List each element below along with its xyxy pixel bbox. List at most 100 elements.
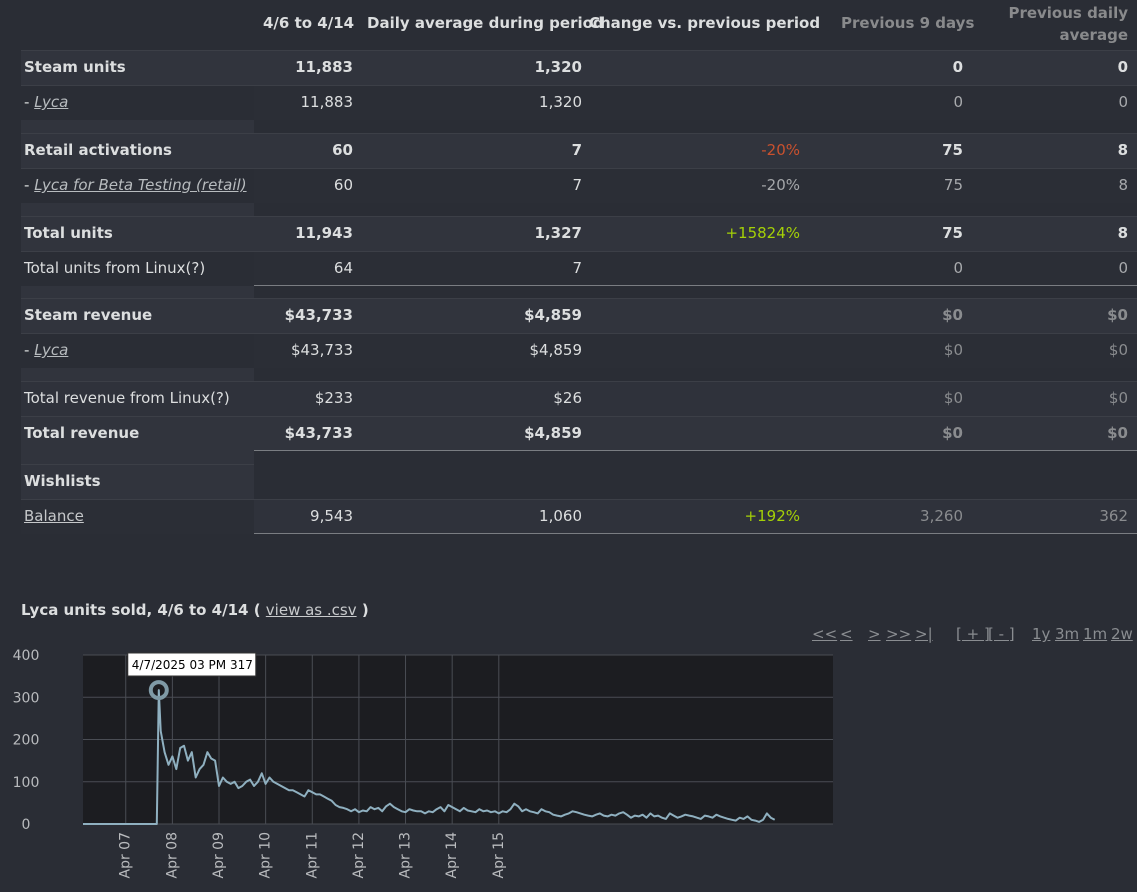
row-label: Balance <box>24 507 84 525</box>
tooltip: 4/7/2025 03 PM 317 <box>127 652 257 677</box>
chart-title-bar: Lyca units sold, 4/6 to 4/14 ( view as .… <box>21 601 369 619</box>
units-sold-chart[interactable]: 0 100 200 300 400 Apr 07 Apr 08 Apr 09 Apr 10 Apr… <box>0 640 850 892</box>
table-row-steam-revenue: Steam revenue $43,733 $4,859 $0 $0 <box>21 298 1137 333</box>
x-tick-label: Apr 08 <box>164 832 180 878</box>
nav-next-button[interactable]: > <box>868 625 881 643</box>
table-row-retail-activations: Retail activations 60 7 -20% 75 8 <box>21 133 1137 168</box>
nav-first-button[interactable]: << <box>812 625 838 643</box>
cell-period: 64 <box>333 259 353 277</box>
view-csv-link[interactable]: view as .csv <box>265 601 357 619</box>
range-3m-button[interactable]: 3m <box>1055 625 1080 643</box>
cell-daily: $4,859 <box>529 341 583 359</box>
x-tick-label: Apr 07 <box>118 832 134 878</box>
tooltip-box <box>127 652 257 677</box>
x-tick-label: Apr 14 <box>444 832 460 879</box>
col-header-change: Change vs. previous period <box>589 14 821 32</box>
x-tick-label: Apr 15 <box>491 832 507 878</box>
lyca-revenue-link[interactable]: Lyca <box>34 341 69 359</box>
cell-daily: 7 <box>572 176 582 194</box>
table-row-steam-units: Steam units 11,883 1,320 0 0 <box>21 50 1137 85</box>
row-label: Total units <box>24 224 113 242</box>
cell-daily: 1,320 <box>534 58 582 76</box>
cell-prev-daily: $0 <box>1108 341 1128 359</box>
cell-change: +192% <box>744 507 800 525</box>
nav-last-button[interactable]: >| <box>915 625 933 643</box>
cell-prev: 75 <box>942 141 963 159</box>
nav-fast-forward-button[interactable]: >> <box>886 625 912 643</box>
col-header-previous-daily-line2: average <box>1059 26 1128 44</box>
zoom-in-button[interactable]: [ + ] <box>956 625 990 643</box>
table-row-linux-revenue: Total revenue from Linux(?) $233 $26 $0 … <box>21 381 1137 416</box>
row-prefix: - <box>24 93 35 111</box>
cell-change: +15824% <box>725 224 800 242</box>
cell-period: 60 <box>332 141 353 159</box>
row-label: Total revenue from Linux(?) <box>24 389 230 407</box>
lyca-beta-link[interactable]: Lyca for Beta Testing (retail) <box>34 176 247 194</box>
sales-summary-table: 4/6 to 4/14 Daily average during period … <box>21 0 1137 534</box>
range-1y-button[interactable]: 1y <box>1032 625 1051 643</box>
cell-prev: 3,260 <box>920 507 963 525</box>
cell-prev-daily: 0 <box>1118 93 1128 111</box>
lyca-link[interactable]: Lyca <box>34 93 69 111</box>
table-row-lyca-beta: - Lyca for Beta Testing (retail) 60 7 -2… <box>21 168 1137 203</box>
cell-period: 9,543 <box>310 507 353 525</box>
x-tick-label: Apr 09 <box>211 832 227 878</box>
x-tick-label: Apr 13 <box>398 832 414 878</box>
x-tick-label: Apr 11 <box>304 832 320 878</box>
cell-prev-daily: 0 <box>1118 259 1128 277</box>
y-tick-label: 300 <box>13 690 40 706</box>
balance-link[interactable]: Balance <box>24 507 84 525</box>
cell-daily: 1,327 <box>534 224 582 242</box>
cell-daily: $4,859 <box>524 306 582 324</box>
col-header-previous-9-days: Previous 9 days <box>841 14 975 32</box>
cell-period: 11,883 <box>300 93 354 111</box>
y-tick-label: 400 <box>13 648 40 664</box>
cell-daily: 7 <box>572 259 582 277</box>
cell-period: $233 <box>314 389 353 407</box>
table-row-lyca-units: - Lyca 11,883 1,320 0 0 <box>21 85 1137 120</box>
cell-prev: 0 <box>952 58 963 76</box>
cell-daily: 1,320 <box>539 93 582 111</box>
table-row-balance: Balance 9,543 1,060 +192% 3,260 362 <box>21 499 1137 534</box>
cell-prev: 0 <box>953 93 963 111</box>
row-label: Total units from Linux(?) <box>24 259 206 277</box>
cell-prev: $0 <box>943 341 963 359</box>
series-line <box>83 689 776 825</box>
col-header-previous-daily-line1: Previous daily <box>1008 4 1128 22</box>
row-label: - Lyca <box>24 93 68 111</box>
peak-point <box>148 680 169 701</box>
row-spacer <box>21 286 1137 298</box>
y-tick-label: 100 <box>13 775 40 791</box>
cell-prev: 75 <box>943 176 963 194</box>
zoom-out-button[interactable]: [ - ] <box>988 625 1015 643</box>
nav-prev-button[interactable]: < <box>840 625 853 643</box>
cell-prev-daily: 8 <box>1117 141 1128 159</box>
cell-daily: 7 <box>571 141 582 159</box>
cell-daily: 1,060 <box>539 507 582 525</box>
paren-close: ) <box>361 601 369 619</box>
col-header-daily-average: Daily average during period <box>367 14 604 32</box>
cell-prev-daily: $0 <box>1107 306 1128 324</box>
cell-change: -20% <box>761 176 800 194</box>
range-2w-button[interactable]: 2w <box>1111 625 1133 643</box>
paren-open: ( <box>253 601 261 619</box>
chart-title: Lyca units sold, 4/6 to 4/14 <box>21 601 249 619</box>
row-label: Steam revenue <box>24 306 153 324</box>
x-tick-label: Apr 10 <box>258 832 274 878</box>
x-tick-label: Apr 12 <box>351 832 367 878</box>
cell-daily: $4,859 <box>524 424 582 442</box>
cell-period: 60 <box>333 176 353 194</box>
range-1m-button[interactable]: 1m <box>1083 625 1108 643</box>
cell-prev-daily: 362 <box>1099 507 1128 525</box>
row-label: - Lyca for Beta Testing (retail) <box>24 176 247 194</box>
row-spacer <box>21 368 1137 381</box>
table-row-total-revenue: Total revenue $43,733 $4,859 $0 $0 <box>21 416 1137 451</box>
cell-prev: 75 <box>942 224 963 242</box>
tooltip-text: 4/7/2025 03 PM 317 <box>132 658 253 672</box>
row-spacer <box>21 203 1137 216</box>
row-label: Retail activations <box>24 141 172 159</box>
row-label: Total revenue <box>24 424 140 442</box>
table-row-wishlists: Wishlists <box>21 464 1137 499</box>
cell-prev: $0 <box>942 424 963 442</box>
col-header-previous-daily-average: Previous daily average <box>1008 2 1128 46</box>
